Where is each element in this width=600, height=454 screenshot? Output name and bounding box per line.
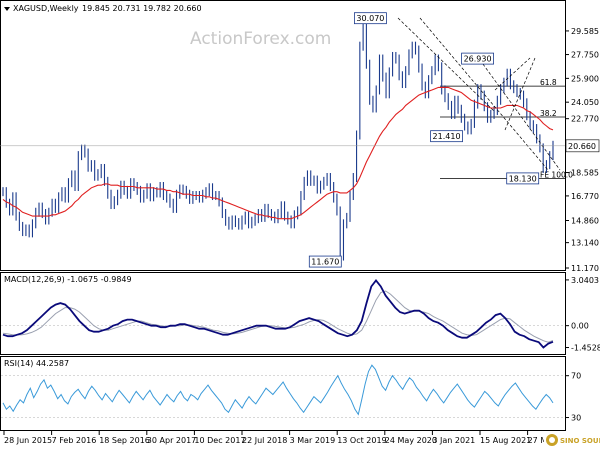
x-tick-label: 18 Sep 2016 — [99, 436, 150, 445]
level-annotation-label: 21.410 — [433, 132, 461, 141]
x-tick-label: 30 Apr 2017 — [147, 436, 196, 445]
symbol-title: XAGUSD,Weekly — [13, 4, 79, 13]
level-annotation-label: 18.130 — [509, 174, 537, 183]
rsi-line — [2, 364, 554, 416]
trend-channel-line — [494, 57, 531, 91]
rsi-ytick-label: 70 — [571, 372, 581, 381]
sino-sound-logo-icon: SINO SOUND — [544, 432, 600, 448]
fib-level-label: 61.8 — [540, 78, 557, 87]
level-annotation-box — [461, 52, 494, 65]
price-ytick-label: 16.770 — [571, 192, 599, 201]
price-layer: 11.170 13.140 14.860 16.770 18.585 20.660 22.7… — [0, 12, 600, 273]
macd-ytick-label: 3.0403 — [571, 276, 599, 285]
price-ytick-label: 11.170 — [571, 264, 599, 273]
chart-header: XAGUSD,Weekly 19.845 20.731 19.782 20.66… — [4, 4, 202, 13]
price-ytick-label: 14.860 — [571, 216, 599, 225]
x-tick-label: 13 Oct 2019 — [337, 436, 386, 445]
sma-line — [2, 86, 554, 220]
price-ytick-label: 29.585 — [571, 27, 599, 36]
x-tick-label: 3 Mar 2019 — [290, 436, 336, 445]
trend-channel-line — [397, 17, 496, 113]
price-ytick-label: 22.770 — [571, 115, 599, 124]
last-price-label: 20.660 — [568, 142, 596, 151]
watermark-text: ActionForex.com — [190, 29, 331, 49]
ohlc-values: 19.845 20.731 19.782 20.660 — [82, 4, 202, 13]
rsi-panel — [0, 356, 566, 431]
macd-ytick-label: 0.00 — [571, 322, 589, 331]
x-tick-label: 10 Dec 2017 — [194, 436, 245, 445]
price-ytick-label: 27.750 — [571, 51, 599, 60]
collapse-triangle-icon[interactable] — [4, 7, 10, 11]
macd-ytick-label: -1.4528 — [571, 344, 600, 353]
trend-channel-line — [504, 57, 536, 131]
fib-level-label: FE 100.0 — [540, 170, 573, 179]
rsi-title: RSI(14) 44.2587 — [4, 359, 69, 368]
level-annotation-box — [308, 255, 342, 268]
price-ytick-label: 18.585 — [571, 169, 599, 178]
trend-channel-line — [419, 17, 549, 171]
x-tick-label: 7 Feb 2016 — [52, 436, 97, 445]
fib-level-label: 38.2 — [540, 109, 557, 118]
trend-channel-line — [479, 59, 561, 171]
level-annotation-label: 26.930 — [464, 55, 492, 64]
logo-text: SINO SOUND — [560, 437, 600, 445]
level-annotation-label: 11.670 — [311, 258, 339, 267]
x-tick-label: 22 Jul 2018 — [242, 436, 287, 445]
macd-panel — [0, 272, 566, 355]
macd-signal-line — [2, 290, 554, 343]
level-annotation-box — [354, 12, 387, 25]
price-ytick-label: 13.140 — [571, 239, 599, 248]
macd-layer: -1.4528 0.00 3.0403 — [1, 276, 600, 353]
rsi-layer: 30 70 — [1, 364, 581, 423]
macd-title: MACD(12,26,9) -1.0675 -0.9849 — [4, 275, 132, 284]
macd-line — [2, 279, 554, 349]
level-annotation-box — [506, 172, 540, 185]
price-ytick-label: 24.050 — [571, 98, 599, 107]
level-annotation-label: 30.070 — [356, 14, 384, 23]
x-tick-label: 28 Jun 2015 — [4, 436, 52, 445]
price-panel — [0, 0, 566, 271]
last-price-tag — [565, 139, 600, 153]
x-tick-label: 3 Jan 2021 — [432, 436, 475, 445]
x-tick-label: 24 May 2020 — [385, 436, 437, 445]
rsi-ytick-label: 30 — [571, 414, 581, 423]
price-ytick-label: 25.900 — [571, 74, 599, 83]
x-tick-label: 15 Aug 2021 — [480, 436, 531, 445]
level-annotation-box — [430, 130, 463, 143]
